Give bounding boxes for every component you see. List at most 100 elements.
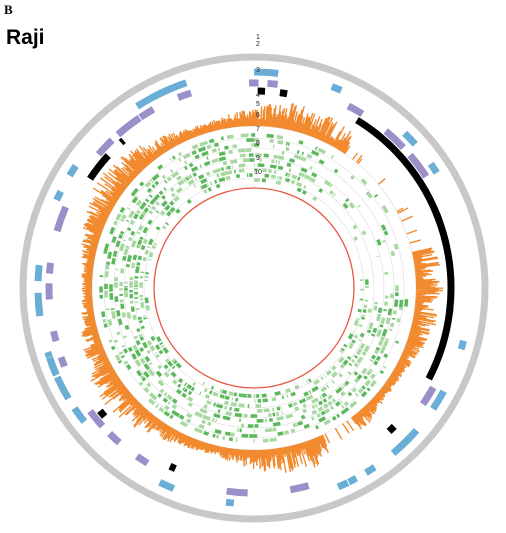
heat-cell [177, 179, 185, 186]
segment [279, 89, 288, 98]
heat-cell [135, 339, 141, 346]
heat-cell [148, 238, 154, 246]
heat-cell [140, 375, 144, 379]
heat-cell [113, 220, 118, 226]
heat-cell [191, 151, 195, 156]
track-label: 6 [256, 112, 260, 119]
heat-cell [171, 365, 176, 370]
heat-cell [198, 174, 205, 180]
heat-cell [175, 362, 182, 369]
heat-cell [230, 402, 237, 407]
heat-cell [107, 319, 113, 326]
heat-cell [200, 178, 208, 185]
heat-cell [350, 175, 355, 180]
guide-circle [123, 157, 385, 419]
heat-cell [381, 328, 388, 337]
heat-cell [120, 268, 125, 274]
heat-cell [366, 370, 372, 376]
heat-cell [198, 423, 205, 429]
heat-cell [333, 168, 339, 174]
heat-cell [208, 138, 215, 144]
heat-cell [139, 357, 146, 365]
heat-cell [226, 134, 234, 140]
heat-cell [348, 342, 355, 350]
segment [427, 161, 440, 175]
segment [53, 189, 64, 202]
heat-cell [272, 427, 277, 432]
segment [348, 103, 365, 117]
heat-cell [346, 355, 352, 360]
heat-cell [340, 407, 350, 415]
heat-cell [166, 210, 172, 217]
segment [47, 360, 60, 377]
heat-cell [329, 189, 334, 195]
heat-cell [135, 199, 143, 207]
heat-cell [343, 401, 349, 407]
segment [404, 427, 420, 443]
segment [402, 130, 418, 147]
heat-cell [353, 354, 359, 359]
heat-cell [329, 405, 335, 411]
segment [346, 102, 354, 111]
heat-cell [133, 213, 139, 220]
heat-cell [206, 144, 212, 150]
track-label: 4 [256, 92, 260, 99]
heat-cell [269, 437, 277, 442]
heat-cell [353, 319, 359, 327]
heat-cell [385, 317, 391, 325]
heat-cell [292, 401, 298, 407]
heat-cell [331, 380, 335, 384]
segment [53, 205, 69, 233]
heat-cell [392, 310, 397, 315]
heat-cell [214, 142, 219, 147]
heat-cell [300, 414, 306, 420]
heat-cell [382, 345, 387, 349]
heat-cell [137, 239, 143, 245]
heat-cell [383, 353, 389, 359]
segment [135, 100, 144, 110]
heat-cell [275, 180, 282, 186]
heat-cell [276, 134, 284, 140]
heat-cell [229, 159, 238, 164]
heat-cell [144, 355, 151, 363]
heat-cell [153, 193, 161, 201]
heat-cell [145, 305, 151, 311]
heat-cell [313, 379, 320, 386]
heat-cell [186, 412, 193, 419]
segment [430, 389, 447, 411]
heat-cell [155, 353, 160, 359]
heat-cell [164, 392, 168, 396]
heat-cell [203, 430, 210, 436]
heat-cell [142, 341, 148, 349]
heat-cell [224, 400, 229, 405]
heat-cell [238, 163, 246, 168]
heat-cell [335, 401, 341, 407]
heat-cell [166, 176, 172, 182]
heat-cell [120, 303, 125, 310]
heat-cell [103, 323, 108, 328]
heat-cell [365, 191, 370, 195]
heat-cell [302, 403, 307, 408]
heat-cell [356, 356, 364, 364]
heat-cell [286, 147, 290, 152]
heat-cell [359, 342, 366, 350]
heat-cell [310, 150, 320, 157]
segment [138, 106, 156, 121]
heat-cell [183, 160, 188, 165]
heat-cell [170, 169, 174, 173]
heat-cell [277, 431, 284, 436]
heat-cell [306, 153, 313, 159]
heat-cell [175, 208, 181, 214]
heat-cell [170, 371, 177, 378]
heat-cell [119, 209, 124, 214]
heat-cell [374, 194, 379, 198]
heat-cell [369, 379, 377, 388]
heat-cell [296, 181, 303, 188]
heat-cell [144, 181, 152, 188]
heat-cell [238, 148, 246, 153]
heat-cell [106, 261, 111, 266]
heat-cell [377, 307, 383, 314]
heat-cell [129, 219, 136, 226]
segment [336, 479, 350, 491]
heat-cell [151, 184, 156, 189]
